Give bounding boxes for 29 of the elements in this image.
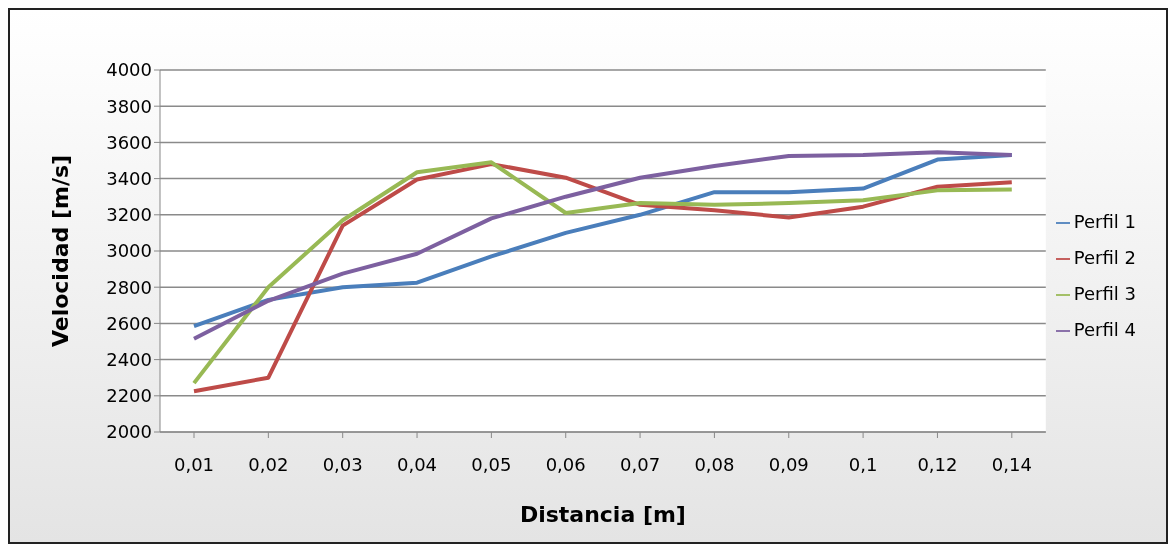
y-tick-label: 3200 — [106, 204, 152, 226]
y-tick-label: 2600 — [106, 312, 152, 334]
legend-label: Perfil 2 — [1073, 247, 1136, 268]
x-tick-label: 0,12 — [917, 453, 958, 475]
y-tick-label: 3000 — [106, 240, 152, 262]
x-tick-label: 0,08 — [694, 453, 735, 475]
y-tick-label: 2800 — [106, 276, 152, 298]
y-tick-label: 4000 — [106, 59, 152, 81]
legend-label: Perfil 3 — [1073, 283, 1136, 304]
y-tick-label: 3800 — [106, 95, 152, 117]
legend-label: Perfil 4 — [1073, 319, 1136, 340]
y-tick-label: 3400 — [106, 167, 152, 189]
y-tick-label: 2200 — [106, 385, 152, 407]
x-tick-label: 0,01 — [173, 453, 215, 475]
x-tick-label: 0,02 — [248, 453, 289, 475]
y-tick-label: 2000 — [106, 421, 152, 443]
legend-label: Perfil 1 — [1073, 211, 1136, 232]
x-tick-label: 0,06 — [545, 453, 586, 475]
x-tick-label: 0,1 — [848, 453, 878, 475]
x-tick-label: 0,09 — [768, 453, 809, 475]
y-tick-label: 2400 — [106, 348, 152, 370]
x-tick-label: 0,05 — [471, 453, 512, 475]
x-axis-title: Distancia [m] — [519, 502, 686, 527]
x-tick-label: 0,07 — [620, 453, 661, 475]
y-axis-title: Velocidad [m/s] — [47, 154, 73, 348]
y-tick-label: 3600 — [106, 131, 152, 153]
x-tick-label: 0,04 — [397, 453, 438, 475]
x-tick-label: 0,14 — [991, 453, 1032, 475]
x-tick-label: 0,03 — [322, 453, 363, 475]
